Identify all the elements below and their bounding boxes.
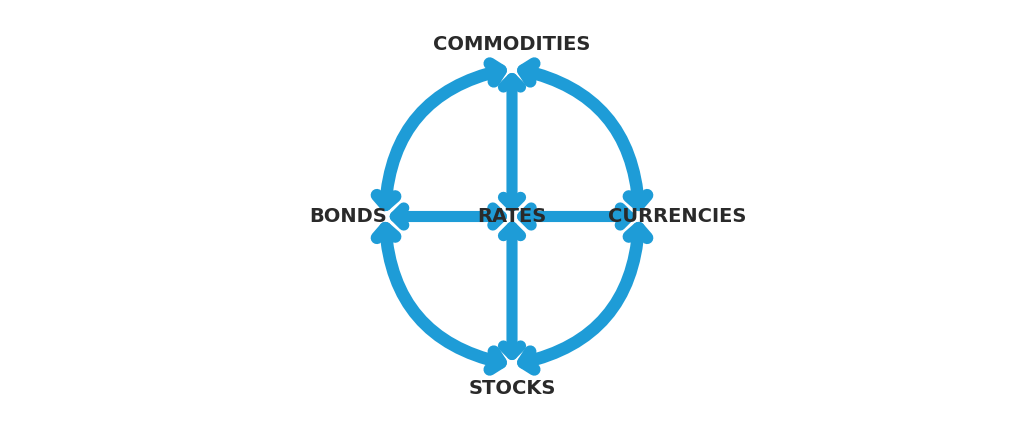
Text: CURRENCIES: CURRENCIES [608,207,746,226]
FancyArrowPatch shape [522,208,629,225]
FancyArrowPatch shape [395,208,502,225]
FancyArrowPatch shape [523,64,647,205]
FancyArrowPatch shape [504,227,520,355]
FancyArrowPatch shape [377,228,501,369]
Text: BONDS: BONDS [309,207,387,226]
FancyArrowPatch shape [504,78,520,206]
Text: RATES: RATES [477,207,547,226]
Text: COMMODITIES: COMMODITIES [433,35,591,54]
FancyArrowPatch shape [377,64,501,205]
FancyArrowPatch shape [523,228,647,369]
Text: STOCKS: STOCKS [468,379,556,398]
